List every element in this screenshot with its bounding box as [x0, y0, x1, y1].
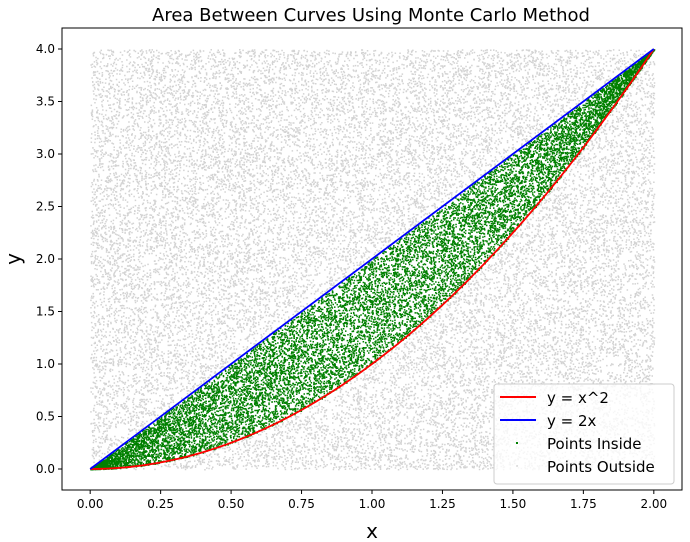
y-tick-label: 0.5 [36, 410, 55, 424]
outside-point-marks [90, 49, 656, 471]
legend-label-2x: y = 2x [547, 412, 597, 430]
legend-label-inside: Points Inside [547, 435, 642, 453]
series-line-x2 [90, 48, 655, 470]
y-tick-label: 2.5 [36, 200, 55, 214]
inside-points-layer [90, 49, 656, 471]
y-tick-label: 4.0 [36, 42, 55, 56]
y-tick-label: 1.0 [36, 357, 55, 371]
legend-marker-outside [516, 465, 518, 467]
legend-label-outside: Points Outside [547, 458, 655, 476]
y-axis-title: y [1, 253, 25, 265]
x-tick-label: 0.50 [218, 497, 245, 511]
legend-label-x2: y = x^2 [547, 389, 609, 407]
x-tick-label: 2.00 [640, 497, 667, 511]
y-tick-label: 3.5 [36, 95, 55, 109]
y-axis: 0.0 0.5 1.0 1.5 2.0 2.5 3.0 3.5 4.0 [36, 42, 62, 476]
legend-box [493, 383, 675, 485]
x-tick-label: 0.75 [288, 497, 315, 511]
x-tick-label: 0.00 [77, 497, 104, 511]
curves-layer [89, 48, 655, 470]
x-tick-label: 1.75 [570, 497, 597, 511]
inside-point-marks [90, 49, 656, 471]
x-tick-label: 0.25 [147, 497, 174, 511]
y-tick-label: 0.0 [36, 462, 55, 476]
x-tick-label: 1.50 [500, 497, 527, 511]
x-tick-label: 1.25 [429, 497, 456, 511]
y-tick-label: 2.0 [36, 252, 55, 266]
legend: y = x^2 y = 2x Points Inside Points Outs… [493, 383, 675, 485]
x-axis: 0.00 0.25 0.50 0.75 1.00 1.25 1.50 1.75 2.00 [77, 490, 667, 511]
y-tick-label: 3.0 [36, 147, 55, 161]
chart-title: Area Between Curves Using Monte Carlo Me… [152, 5, 590, 26]
legend-marker-inside [516, 442, 518, 444]
series-line-2x [89, 48, 655, 470]
x-tick-label: 1.00 [359, 497, 386, 511]
x-axis-title: x [366, 519, 378, 542]
outside-points-layer [90, 49, 656, 471]
y-tick-label: 1.5 [36, 305, 55, 319]
